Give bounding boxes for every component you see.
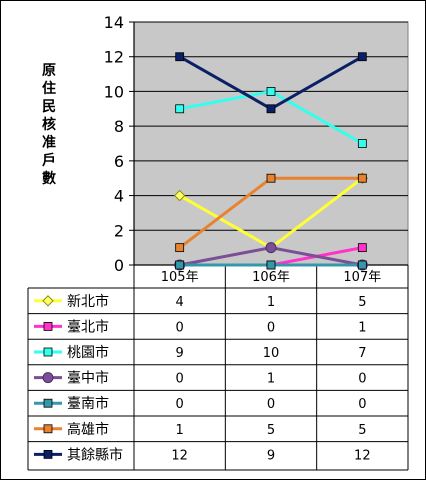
y-tick-label-14: 14 [104, 13, 124, 32]
y-tick-label-0: 0 [114, 256, 124, 275]
data-label-6-2: 12 [354, 448, 371, 463]
series-6-point-2 [357, 52, 367, 62]
series-4-point-2 [357, 260, 367, 270]
data-label-3-1: 1 [267, 372, 275, 387]
series-4-point-1 [266, 260, 276, 270]
series-6-point-1 [266, 104, 276, 114]
legend-label-5: 高雄市 [67, 421, 109, 438]
data-label-5-2: 5 [358, 423, 366, 438]
legend-marker-6 [43, 449, 53, 459]
legend-label-2: 桃園市 [67, 344, 109, 361]
legend-marker-5 [43, 424, 53, 434]
series-0-point-0 [173, 189, 186, 202]
data-label-5-1: 5 [267, 423, 275, 438]
data-label-2-0: 9 [176, 346, 184, 361]
data-label-1-0: 0 [176, 320, 184, 335]
data-label-1-1: 0 [267, 320, 275, 335]
x-category-label-1: 106年 [252, 270, 290, 285]
x-category-label-2: 107年 [343, 270, 381, 285]
legend-marker-4 [43, 398, 53, 408]
series-3-point-1 [265, 242, 277, 254]
legend-marker-0 [42, 295, 54, 307]
data-label-6-1: 9 [267, 448, 275, 463]
data-label-0-2: 5 [358, 295, 366, 310]
series-2-point-1 [266, 87, 276, 96]
legend-label-0: 新北市 [67, 293, 109, 310]
series-5-point-0 [175, 243, 185, 253]
data-label-4-2: 0 [358, 397, 366, 412]
data-label-3-2: 0 [358, 372, 366, 387]
y-axis-label: 原住民核准戶數 [42, 63, 56, 187]
data-label-4-1: 0 [267, 397, 275, 412]
data-label-0-0: 4 [176, 295, 184, 310]
legend-label-4: 臺南市 [67, 395, 109, 412]
y-tick-label-12: 12 [104, 48, 124, 67]
series-2-point-0 [175, 104, 185, 114]
y-tick-label-4: 4 [114, 187, 124, 206]
y-tick-label-6: 6 [114, 152, 124, 171]
data-label-3-0: 0 [176, 372, 184, 387]
y-tick-label-10: 10 [104, 82, 124, 101]
data-label-2-1: 10 [263, 346, 280, 361]
data-label-5-0: 1 [176, 423, 184, 438]
series-2-point-2 [357, 139, 367, 148]
series-1-point-2 [357, 243, 367, 253]
legend-marker-1 [43, 321, 53, 331]
series-5-point-2 [357, 173, 367, 183]
data-label-0-1: 1 [267, 295, 275, 310]
legend-label-3: 臺中市 [67, 370, 109, 387]
data-label-6-0: 12 [171, 448, 188, 463]
legend-marker-3 [42, 372, 54, 384]
series-6-point-0 [175, 52, 185, 62]
data-label-2-2: 7 [358, 346, 366, 361]
data-label-4-0: 0 [176, 397, 184, 412]
y-tick-label-8: 8 [114, 117, 124, 136]
series-4-point-0 [175, 260, 185, 270]
legend-label-1: 臺北市 [67, 318, 109, 335]
series-5-point-1 [266, 173, 276, 183]
x-category-label-0: 105年 [161, 270, 199, 285]
legend-marker-2 [43, 347, 53, 357]
legend-label-6: 其餘縣市 [67, 446, 123, 463]
data-label-1-2: 1 [358, 320, 366, 335]
plot-area [133, 21, 409, 266]
y-tick-label-2: 2 [114, 221, 124, 240]
